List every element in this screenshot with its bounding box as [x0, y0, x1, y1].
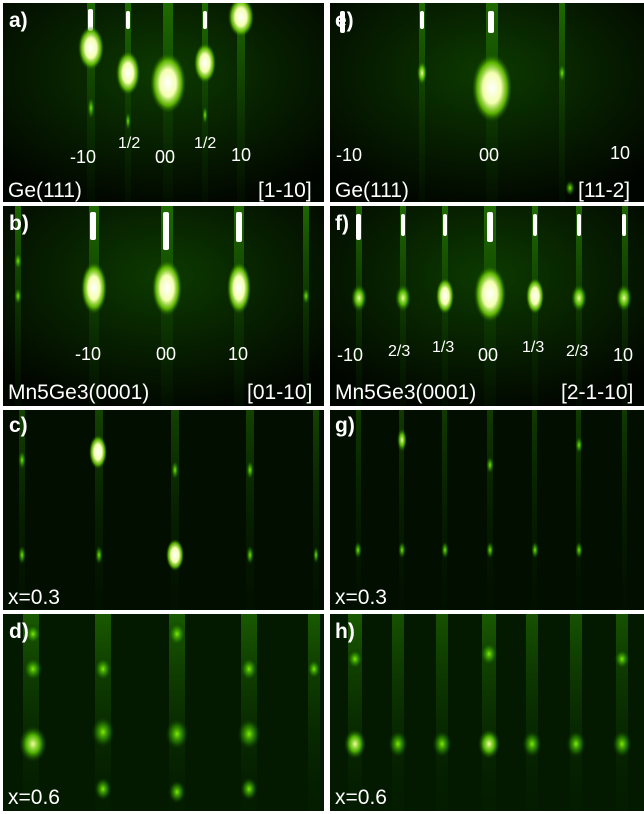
diffraction-spots	[354, 428, 583, 559]
index-label: 10	[228, 344, 249, 364]
index-label: 10	[610, 143, 631, 163]
rheed-panel-e: e) -10 00 10 Ge(111) [11-2]	[330, 3, 644, 202]
panel-label: h)	[335, 620, 355, 643]
index-label: -10	[336, 145, 363, 165]
rheed-pattern-d	[3, 614, 324, 811]
diffraction-spots	[18, 435, 319, 571]
direction-label: [11-2]	[578, 179, 631, 202]
panel-label: f)	[335, 212, 349, 235]
panel-label: b)	[9, 212, 29, 235]
rheed-panel-d: d) x=0.6	[3, 614, 324, 811]
rheed-panel-c: c) x=0.3	[3, 410, 324, 610]
index-label: 00	[478, 345, 499, 365]
direction-label: [1-10]	[258, 179, 312, 202]
panel-label: e)	[335, 9, 354, 32]
index-label: 00	[479, 145, 500, 165]
index-label: 2/3	[566, 343, 589, 360]
index-label: -10	[75, 344, 102, 364]
index-label: 00	[155, 147, 176, 167]
index-label: -10	[70, 147, 97, 167]
index-label: -10	[337, 345, 364, 365]
rheed-panel-h: h) x=0.6	[330, 614, 644, 811]
shadow-edge-markers	[356, 212, 626, 242]
substrate-label: Ge(111)	[8, 179, 82, 202]
rheed-pattern-g	[330, 410, 644, 610]
index-label: 10	[231, 145, 252, 165]
rheed-pattern-h	[330, 614, 644, 811]
diffraction-streaks	[19, 410, 319, 610]
panel-label: d)	[9, 620, 29, 643]
index-label: 10	[613, 345, 634, 365]
shadow-edge-markers	[90, 212, 242, 250]
shadow-edge-markers	[340, 11, 494, 33]
substrate-label: Ge(111)	[335, 179, 409, 202]
diffraction-spots	[19, 622, 321, 804]
rheed-panel-f: f) -10 2/3 1/3 00 1/3 2/3 10 Mn5Ge3(0001…	[330, 206, 644, 406]
direction-label: [2-1-10]	[561, 381, 634, 404]
substrate-label: Mn5Ge3(0001)	[8, 381, 150, 404]
panel-label: a)	[9, 9, 28, 32]
index-label: 00	[156, 344, 177, 364]
composition-label: x=0.3	[8, 586, 60, 609]
diffraction-spots	[78, 3, 254, 131]
panel-label: g)	[335, 414, 355, 437]
rheed-pattern-b	[3, 206, 324, 406]
index-label: 2/3	[388, 343, 411, 360]
rheed-pattern-c	[3, 410, 324, 610]
rheed-pattern-f	[330, 206, 644, 406]
rheed-pattern-e	[330, 3, 644, 202]
composition-label: x=0.3	[335, 586, 387, 609]
diffraction-spots	[344, 642, 632, 759]
panel-label: c)	[9, 414, 28, 437]
diffraction-spots	[351, 266, 632, 322]
diffraction-spots	[417, 54, 575, 196]
rheed-panel-g: g) x=0.3	[330, 410, 644, 610]
rheed-pattern-a	[3, 3, 324, 202]
index-label: 1/2	[118, 135, 141, 152]
index-label: 1/3	[432, 339, 455, 356]
diffraction-spots	[14, 252, 310, 316]
substrate-label: Mn5Ge3(0001)	[335, 381, 477, 404]
index-label: 1/2	[194, 135, 217, 152]
index-label: 1/3	[522, 339, 545, 356]
diffraction-streaks	[356, 410, 627, 610]
rheed-panel-b: b) -10 00 10 Mn5Ge3(0001) [01-10]	[3, 206, 324, 406]
shadow-edge-markers	[88, 9, 207, 31]
composition-label: x=0.6	[8, 786, 60, 809]
rheed-panel-a: a) -10 1/2 00 1/2 10 Ge(111) [1-10]	[3, 3, 324, 202]
direction-label: [01-10]	[247, 381, 313, 404]
composition-label: x=0.6	[335, 786, 387, 809]
